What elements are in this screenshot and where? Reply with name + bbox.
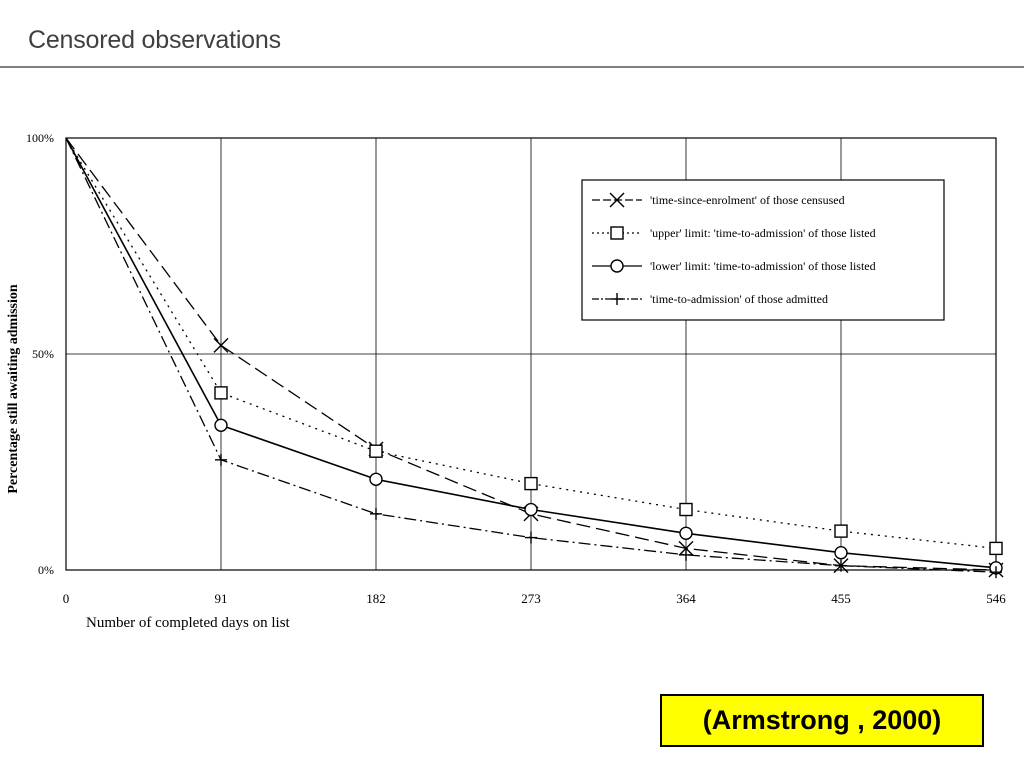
data-point bbox=[369, 472, 383, 486]
data-point bbox=[214, 386, 228, 400]
x-tick-label: 273 bbox=[521, 591, 541, 606]
legend-entry-label: 'lower' limit: 'time-to-admission' of th… bbox=[650, 259, 876, 273]
legend-entry-label: 'upper' limit: 'time-to-admission' of th… bbox=[650, 226, 876, 240]
y-axis-label: Percentage still awaiting admission bbox=[6, 284, 21, 494]
data-point bbox=[215, 453, 227, 466]
citation-box: (Armstrong , 2000) bbox=[660, 694, 984, 747]
y-tick-label: 100% bbox=[26, 131, 54, 145]
data-point bbox=[835, 559, 847, 572]
data-point bbox=[611, 293, 623, 305]
data-point bbox=[680, 548, 692, 561]
x-tick-label: 546 bbox=[986, 591, 1006, 606]
x-tick-label: 91 bbox=[215, 591, 228, 606]
data-point bbox=[369, 444, 383, 458]
legend-entry-label: 'time-since-enrolment' of those censused bbox=[650, 193, 845, 207]
series-markers-1 bbox=[213, 337, 1004, 578]
data-point bbox=[525, 531, 537, 544]
data-point bbox=[834, 546, 848, 560]
series-markers-4 bbox=[215, 453, 1002, 579]
slide-title: Censored observations bbox=[28, 26, 281, 54]
series-lines bbox=[65, 137, 1004, 579]
data-point bbox=[609, 192, 625, 208]
data-point bbox=[990, 566, 1002, 579]
x-tick-label: 364 bbox=[676, 591, 696, 606]
y-tick-label: 50% bbox=[32, 347, 54, 361]
x-tick-label: 182 bbox=[366, 591, 386, 606]
data-point bbox=[524, 502, 538, 517]
y-tick-label: 0% bbox=[38, 563, 54, 577]
data-point bbox=[610, 259, 624, 273]
x-axis-label: Number of completed days on list bbox=[86, 615, 291, 631]
data-point bbox=[678, 540, 694, 556]
data-point bbox=[610, 226, 624, 240]
legend: 'time-since-enrolment' of those censused… bbox=[581, 179, 945, 321]
data-point bbox=[679, 502, 693, 517]
data-point bbox=[679, 526, 693, 540]
x-tick-label: 455 bbox=[831, 591, 851, 606]
data-point bbox=[834, 524, 848, 538]
data-point bbox=[213, 337, 229, 353]
tick-labels: 0 91 182 273 364 455 546 0% 50% 100% bbox=[26, 131, 1006, 606]
data-point bbox=[524, 476, 538, 491]
chart: 0 91 182 273 364 455 546 0% 50% 100% Number of co… bbox=[6, 131, 1006, 631]
legend-box bbox=[581, 179, 945, 321]
data-point bbox=[214, 418, 228, 432]
series-markers-2 bbox=[214, 386, 1003, 556]
legend-entry-label: 'time-to-admission' of those admitted bbox=[650, 292, 828, 306]
title-divider bbox=[0, 66, 1024, 68]
data-point bbox=[989, 541, 1003, 556]
x-tick-label: 0 bbox=[63, 591, 70, 606]
data-point bbox=[370, 507, 382, 520]
series-markers-3 bbox=[214, 418, 1003, 575]
plot-frame bbox=[65, 137, 997, 571]
